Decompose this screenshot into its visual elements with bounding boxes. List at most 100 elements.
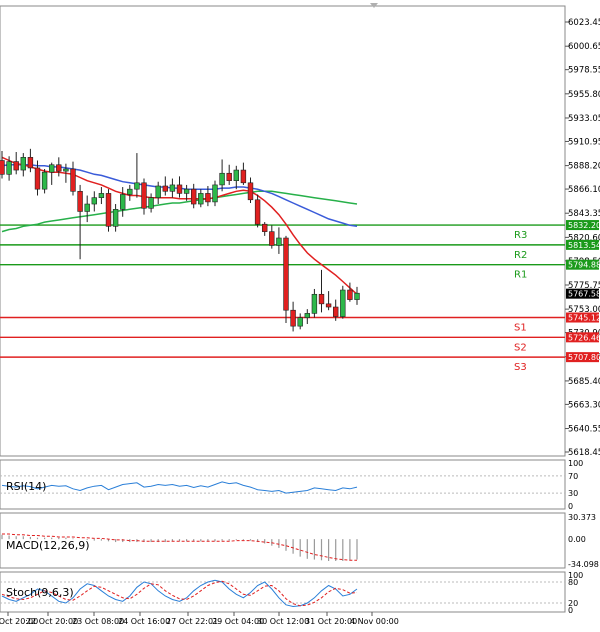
level-tag-r3 (566, 220, 599, 231)
macd-tick-label: 0.00 (568, 535, 586, 544)
macd-tick-label: -34.098 (568, 560, 599, 569)
candle (311, 288, 318, 318)
candle (120, 187, 126, 217)
candle (134, 153, 140, 198)
candle-body (269, 231, 275, 246)
stoch-tick-label: 20 (568, 599, 578, 608)
candlesticks (0, 148, 360, 332)
candle-body (183, 188, 190, 194)
candle-body (134, 182, 140, 190)
level-tag-s2 (566, 332, 599, 343)
x-tick-label: 27 Oct 22:01 (166, 617, 218, 626)
candle (198, 189, 204, 208)
candle-body (261, 223, 268, 232)
candle-body (41, 171, 48, 190)
candle (77, 184, 83, 260)
macd-indicator: 30.373 0.00 -34.098 (1, 513, 599, 569)
candle (212, 180, 218, 207)
candle (354, 286, 360, 305)
candle (261, 222, 268, 236)
y-tick-label: 6023.45 (568, 18, 600, 28)
stoch-tick-label: 100 (568, 571, 583, 580)
level-name-r3: R3 (514, 230, 527, 241)
candle-body (332, 306, 339, 317)
level-tag-r2 (566, 239, 599, 250)
y-tick-label: 5775.75 (568, 281, 600, 291)
candle (176, 176, 183, 198)
candle-body (354, 292, 360, 300)
y-tick-label: 5685.40 (568, 377, 600, 387)
candle (219, 159, 225, 192)
rsi-tick-label: 70 (568, 472, 578, 481)
level-name-s3: S3 (514, 362, 527, 373)
candle (191, 183, 197, 209)
level-name-r2: R2 (514, 250, 527, 261)
candle-body (226, 172, 232, 181)
candle (56, 157, 62, 177)
macd-label: MACD(12,26,9) (6, 539, 90, 552)
level-value-s2: 5726.46 (568, 333, 600, 342)
candle-body (63, 168, 69, 172)
pivot-levels: R3 5832.20 R2 5813.54 R1 5794.88 S1 5745.12 S2 57… (0, 220, 600, 373)
scroll-marker-icon[interactable] (370, 3, 378, 8)
candle (269, 225, 275, 249)
candle (112, 204, 119, 232)
stoch-d-line (1, 580, 358, 607)
candle (6, 156, 12, 181)
level-name-s1: S1 (514, 323, 527, 334)
x-tick-label: 4 Nov 00:00 (350, 617, 399, 626)
candle (240, 162, 247, 185)
level-value-r2: 5813.54 (568, 241, 600, 250)
y-tick-label: 5866.10 (568, 185, 600, 195)
level-tag-s3 (566, 352, 599, 363)
candle (127, 184, 133, 201)
macd-signal-line (2, 533, 357, 561)
candle (325, 291, 332, 311)
candle-body (127, 188, 133, 195)
y-tick-label: 5640.55 (568, 425, 600, 435)
candle (27, 148, 34, 173)
candle-body (155, 185, 161, 198)
candle-body (254, 199, 261, 225)
candle-body (283, 237, 289, 311)
candle (205, 185, 211, 207)
candle-body (247, 182, 254, 201)
price-tag-value: 5767.58 (568, 290, 600, 299)
candle (141, 178, 147, 215)
candle (91, 191, 98, 212)
macd-tick-label: 30.373 (568, 513, 596, 522)
candle-body (169, 184, 176, 192)
current-price-tag: 5767.58 (566, 288, 600, 299)
candle (162, 176, 168, 196)
candle-body (290, 309, 296, 327)
candle-body (148, 197, 154, 209)
ma-red-line (1, 156, 358, 295)
y-tick-label: 5820.60 (568, 233, 600, 243)
rsi-tick-label: 30 (568, 489, 578, 498)
candle-body (276, 237, 282, 246)
price-tag-box (566, 288, 599, 299)
candle-body (84, 203, 90, 212)
candle (0, 150, 5, 179)
candle (13, 152, 19, 175)
x-tick-label: 31 Oct 20:00 (305, 617, 357, 626)
rsi-tick-label: 0 (568, 502, 573, 511)
candle (84, 195, 90, 223)
level-value-r3: 5832.20 (568, 221, 600, 230)
candle-body (13, 161, 19, 171)
y-tick-label: 5663.30 (568, 400, 600, 410)
candle (304, 309, 310, 325)
candle-body (198, 193, 204, 205)
y-tick-label: 5888.20 (568, 162, 600, 172)
ma-green-line (1, 190, 358, 233)
stoch-tick-label: 80 (568, 578, 578, 587)
candle (340, 285, 346, 319)
candle-body (105, 193, 112, 227)
candle-body (77, 190, 83, 212)
candle-body (233, 169, 239, 181)
candle-body (297, 317, 303, 327)
level-name-s2: S2 (514, 342, 527, 353)
candle-body (0, 160, 5, 175)
